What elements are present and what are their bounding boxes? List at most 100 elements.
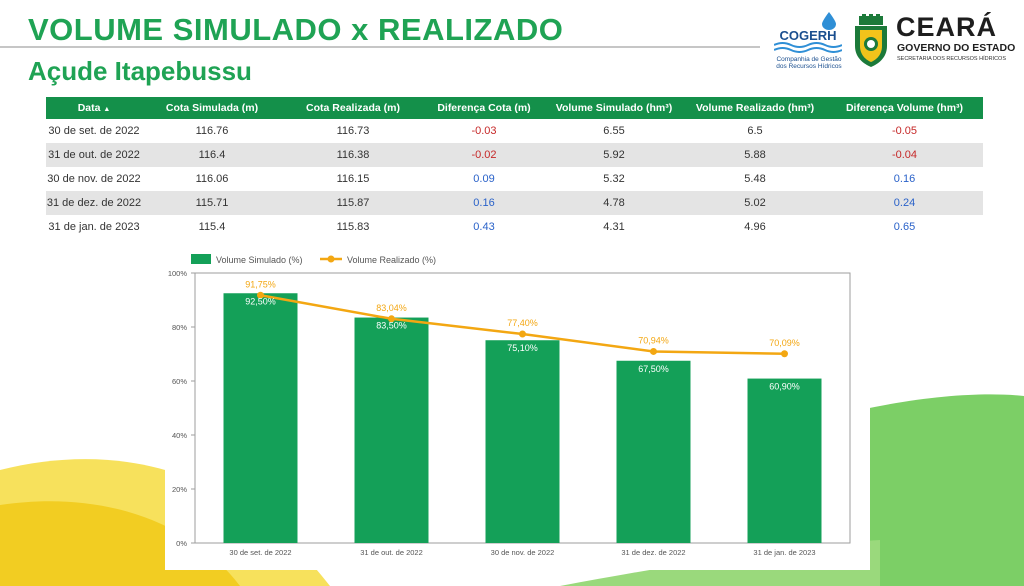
x-tick-label: 30 de nov. de 2022 — [491, 548, 555, 557]
y-tick-label: 60% — [172, 377, 187, 386]
ceara-logo-text: CEARÁ — [896, 12, 998, 42]
cell-simulated-volume: 4.78 — [544, 191, 684, 215]
data-label-realized: 70,94% — [638, 335, 669, 345]
y-tick-label: 20% — [172, 485, 187, 494]
data-label-simulated: 75,10% — [507, 343, 538, 353]
table-row: 30 de nov. de 2022 116.06 116.15 0.09 5.… — [46, 167, 983, 191]
secretariat-label: SECRETARIA DOS RECURSOS HÍDRICOS — [897, 56, 1006, 62]
cell-actual-volume: 5.02 — [684, 191, 826, 215]
cell-actual-volume: 5.88 — [684, 143, 826, 167]
column-header-simulated-level[interactable]: Cota Simulada (m) — [142, 97, 282, 119]
data-label-simulated: 67,50% — [638, 364, 669, 374]
bar-simulated — [747, 378, 822, 543]
table-header-row: Data ▲ Cota Simulada (m) Cota Realizada … — [46, 97, 983, 119]
point-realized — [650, 347, 657, 355]
data-label-realized: 83,04% — [376, 303, 407, 313]
cell-simulated-volume: 4.31 — [544, 215, 684, 239]
bar-simulated — [485, 340, 560, 543]
x-tick-label: 31 de out. de 2022 — [360, 548, 423, 557]
cell-simulated-level: 115.4 — [142, 215, 282, 239]
cell-simulated-level: 116.76 — [142, 119, 282, 143]
y-tick-label: 40% — [172, 431, 187, 440]
column-header-actual-volume[interactable]: Volume Realizado (hm³) — [684, 97, 826, 119]
table-row: 30 de set. de 2022 116.76 116.73 -0.03 6… — [46, 119, 983, 143]
data-label-realized: 91,75% — [245, 279, 276, 289]
bar-simulated — [354, 317, 429, 543]
column-header-volume-difference[interactable]: Diferença Volume (hm³) — [826, 97, 983, 119]
cell-actual-level: 116.38 — [282, 143, 424, 167]
data-label-realized: 77,40% — [507, 318, 538, 328]
point-realized — [257, 291, 264, 299]
column-header-simulated-volume[interactable]: Volume Simulado (hm³) — [544, 97, 684, 119]
x-tick-label: 31 de jan. de 2023 — [753, 548, 815, 557]
title-divider — [0, 46, 760, 48]
cell-level-difference: -0.02 — [424, 143, 544, 167]
cell-date: 31 de dez. de 2022 — [46, 191, 142, 215]
point-realized — [388, 315, 395, 323]
cell-date: 30 de nov. de 2022 — [46, 167, 142, 191]
table-row: 31 de jan. de 2023 115.4 115.83 0.43 4.3… — [46, 215, 983, 239]
cell-level-difference: 0.43 — [424, 215, 544, 239]
cell-simulated-volume: 5.32 — [544, 167, 684, 191]
ceara-crest-icon — [855, 14, 887, 67]
logos-area: COGERH Companhia de Gestão dos Recursos … — [770, 10, 1020, 72]
cell-actual-level: 116.73 — [282, 119, 424, 143]
government-label: GOVERNO DO ESTADO — [897, 42, 1016, 54]
cell-level-difference: -0.03 — [424, 119, 544, 143]
y-tick-label: 0% — [176, 539, 187, 548]
chart-panel: Volume Simulado (%) Volume Realizado (%) 0… — [165, 245, 870, 570]
cogerh-logo-text: COGERH — [779, 28, 837, 43]
y-tick-label: 100% — [168, 269, 188, 278]
comparison-table: Data ▲ Cota Simulada (m) Cota Realizada … — [46, 97, 983, 239]
legend-swatch-simulated — [191, 254, 211, 264]
cogerh-description: Companhia de Gestão dos Recursos Hídrico… — [776, 56, 842, 70]
cell-actual-volume: 6.5 — [684, 119, 826, 143]
bar-simulated — [223, 293, 298, 543]
bar-simulated — [616, 360, 691, 543]
column-header-date[interactable]: Data ▲ — [46, 97, 142, 119]
legend-marker-realized — [327, 255, 335, 263]
legend-label-realized: Volume Realizado (%) — [347, 255, 436, 265]
cell-simulated-volume: 6.55 — [544, 119, 684, 143]
data-label-realized: 70,09% — [769, 338, 800, 348]
table-row: 31 de out. de 2022 116.4 116.38 -0.02 5.… — [46, 143, 983, 167]
volume-chart: Volume Simulado (%) Volume Realizado (%) 0… — [168, 254, 851, 557]
table-row: 31 de dez. de 2022 115.71 115.87 0.16 4.… — [46, 191, 983, 215]
cell-date: 31 de out. de 2022 — [46, 143, 142, 167]
data-label-simulated: 60,90% — [769, 382, 800, 392]
cell-actual-level: 115.83 — [282, 215, 424, 239]
cell-simulated-level: 116.4 — [142, 143, 282, 167]
cell-actual-volume: 4.96 — [684, 215, 826, 239]
cell-volume-difference: 0.24 — [826, 191, 983, 215]
page-subtitle: Açude Itapebussu — [28, 56, 252, 86]
sort-ascending-icon: ▲ — [103, 106, 111, 113]
point-realized — [781, 350, 788, 358]
cell-simulated-volume: 5.92 — [544, 143, 684, 167]
water-drop-icon — [822, 12, 836, 30]
cell-simulated-level: 115.71 — [142, 191, 282, 215]
data-label-simulated: 92,50% — [245, 296, 276, 306]
column-header-level-difference[interactable]: Diferença Cota (m) — [424, 97, 544, 119]
cell-date: 30 de set. de 2022 — [46, 119, 142, 143]
cell-volume-difference: -0.04 — [826, 143, 983, 167]
cell-actual-level: 116.15 — [282, 167, 424, 191]
cell-volume-difference: -0.05 — [826, 119, 983, 143]
cell-date: 31 de jan. de 2023 — [46, 215, 142, 239]
cell-actual-level: 115.87 — [282, 191, 424, 215]
cell-volume-difference: 0.16 — [826, 167, 983, 191]
point-realized — [519, 330, 526, 338]
page-title: VOLUME SIMULADO x REALIZADO — [28, 12, 564, 47]
data-label-simulated: 83,50% — [376, 321, 407, 331]
waves-icon — [774, 42, 842, 53]
cell-level-difference: 0.09 — [424, 167, 544, 191]
cell-volume-difference: 0.65 — [826, 215, 983, 239]
data-table-container: Data ▲ Cota Simulada (m) Cota Realizada … — [46, 97, 983, 239]
cell-level-difference: 0.16 — [424, 191, 544, 215]
legend-label-simulated: Volume Simulado (%) — [216, 255, 303, 265]
x-tick-label: 30 de set. de 2022 — [229, 548, 291, 557]
column-header-actual-level[interactable]: Cota Realizada (m) — [282, 97, 424, 119]
y-tick-label: 80% — [172, 323, 187, 332]
x-tick-label: 31 de dez. de 2022 — [621, 548, 685, 557]
cell-simulated-level: 116.06 — [142, 167, 282, 191]
cell-actual-volume: 5.48 — [684, 167, 826, 191]
